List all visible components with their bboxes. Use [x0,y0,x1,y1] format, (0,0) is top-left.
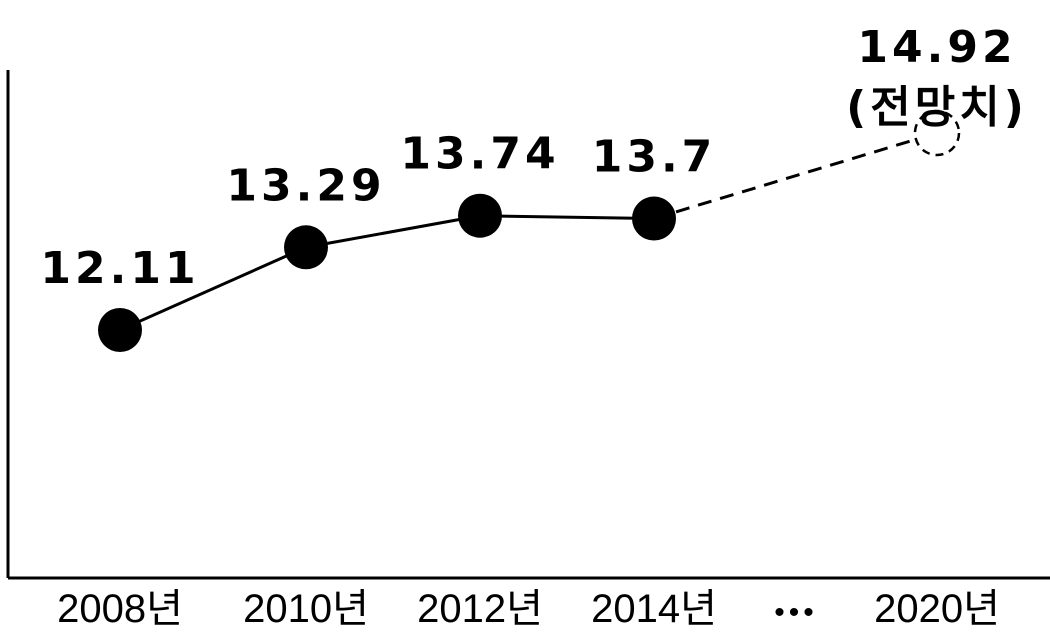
series-lines [119,131,938,332]
line-segment [305,214,481,249]
axis-ellipsis: ••• [774,596,818,629]
series-markers [98,109,961,352]
projected-line-segment [653,131,938,220]
data-label: 13.7 [592,132,717,183]
line-segment [119,245,307,332]
x-tick-labels: 2008년 2010년 2012년 2014년 2020년 [57,587,1000,631]
x-tick-label: 2010년 [243,587,369,631]
data-point [632,196,676,241]
x-tick-label: 2014년 [591,587,717,631]
line-segment [479,214,655,221]
projection-note-label: (전망치) [846,82,1028,133]
data-point [458,193,502,238]
x-tick-label: 2012년 [417,587,543,631]
data-label: 13.29 [226,160,385,211]
x-tick-label: 2020년 [874,587,1000,631]
x-tick-label: 2008년 [57,587,183,631]
projected-data-point [913,109,961,157]
data-point [284,225,328,270]
data-label: 13.74 [400,129,559,180]
data-label: 12.11 [40,243,199,294]
data-label: 14.92 [857,22,1016,73]
data-labels: 12.11 13.29 13.74 13.7 14.92 [40,22,1016,294]
data-point [98,308,142,352]
